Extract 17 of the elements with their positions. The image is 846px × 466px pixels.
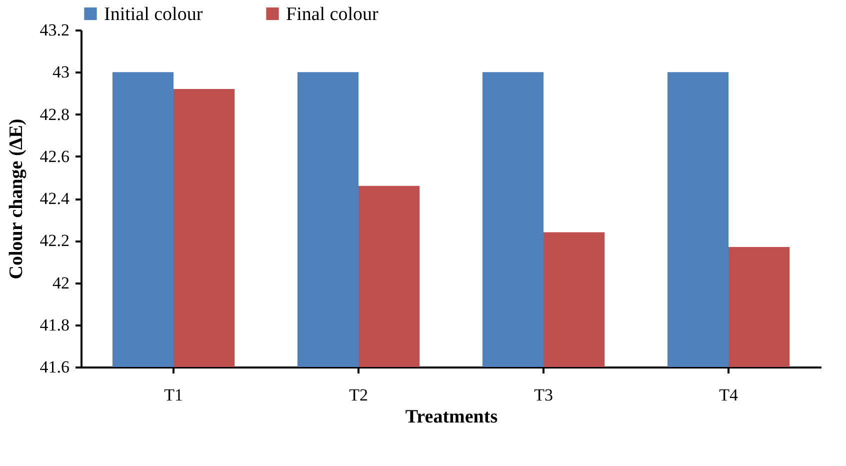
y-tick-label: 42.4 (40, 189, 70, 208)
x-tick-label: T4 (719, 386, 738, 404)
y-tick-label: 42.8 (40, 104, 70, 124)
y-tick-label: 42.2 (40, 231, 70, 250)
y-tick-label: 42.6 (40, 146, 70, 166)
y-tick-label: 43.2 (40, 20, 70, 40)
x-tick-label: T2 (349, 386, 368, 404)
y-tick-label: 43 (52, 62, 70, 82)
y-tick-label: 42 (52, 273, 70, 292)
x-tick-label: T1 (164, 386, 183, 404)
legend-label: Initial colour (104, 4, 204, 25)
x-tick-label: T3 (534, 386, 553, 404)
y-tick-label: 41.8 (40, 315, 70, 334)
x-axis-title: Treatments (405, 406, 498, 428)
y-axis-title: Colour change (ΔE) (6, 118, 27, 280)
y-tick-label: 41.6 (40, 358, 70, 376)
legend-label: Final colour (286, 4, 380, 25)
